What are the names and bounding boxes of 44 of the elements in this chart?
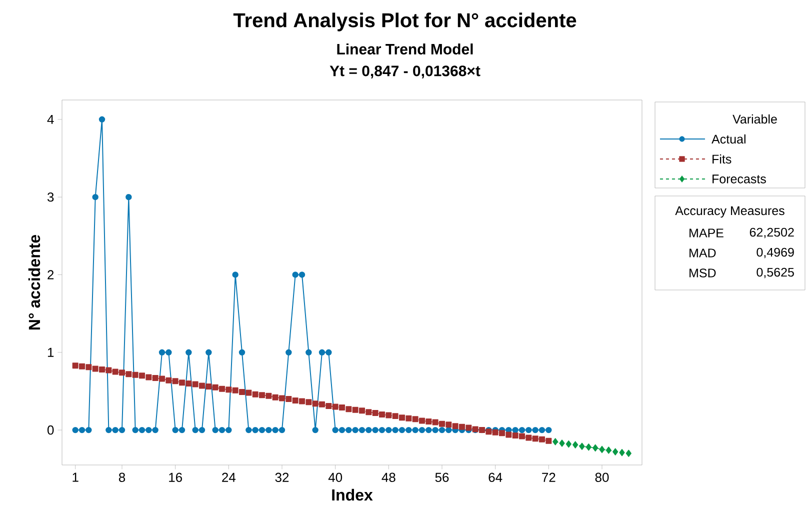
- y-tick-label: 3: [47, 192, 54, 202]
- legend-label: Forecasts: [712, 174, 766, 184]
- text: Yt = 0,847 - 0,01368×t: [330, 66, 480, 78]
- x-tick-label: 1: [72, 472, 78, 482]
- text: MAPE: [690, 228, 724, 238]
- text: 0,5625: [756, 268, 794, 278]
- text: MSD: [690, 268, 716, 278]
- point: [572, 441, 578, 448]
- chart-subtitle: Linear Trend Model: [337, 43, 473, 54]
- point: [599, 446, 605, 454]
- x-tick-label: 8: [118, 472, 126, 482]
- point: [559, 440, 565, 447]
- legend-label: Actual: [712, 134, 746, 144]
- y-tick-label: 0: [47, 425, 54, 435]
- x-tick-label: 40: [328, 472, 342, 482]
- point: [552, 438, 558, 446]
- point: [566, 440, 572, 448]
- text: Accuracy Measures: [675, 206, 784, 218]
- point: [612, 448, 618, 456]
- legend-title: Variable: [732, 114, 777, 124]
- text: 0,4969: [756, 248, 794, 258]
- x-axis-title: Index: [332, 488, 373, 501]
- x-tick-label: 32: [275, 472, 289, 482]
- text: 62,2502: [750, 228, 794, 238]
- point: [592, 444, 598, 452]
- point: [626, 450, 632, 457]
- x-tick-label: 72: [542, 472, 556, 482]
- legend-label: Fits: [712, 154, 732, 164]
- x-tick-label: 64: [488, 472, 502, 482]
- x-tick-label: 16: [169, 472, 182, 482]
- point: [619, 448, 625, 456]
- y-tick-label: 1: [48, 348, 54, 357]
- x-tick-label: 56: [435, 472, 449, 482]
- x-tick-label: 48: [382, 472, 396, 482]
- point: [586, 444, 592, 451]
- y-axis-title: N° accidente: [28, 234, 40, 330]
- text: MAD: [690, 248, 716, 258]
- chart-title: Trend Analysis Plot for N° accidente: [233, 12, 576, 32]
- x-tick-label: 24: [222, 472, 236, 482]
- y-tick-label: 4: [47, 114, 54, 124]
- y-tick-label: 2: [48, 270, 54, 280]
- point: [579, 442, 585, 450]
- x-tick-label: 80: [595, 472, 609, 482]
- point: [606, 446, 612, 454]
